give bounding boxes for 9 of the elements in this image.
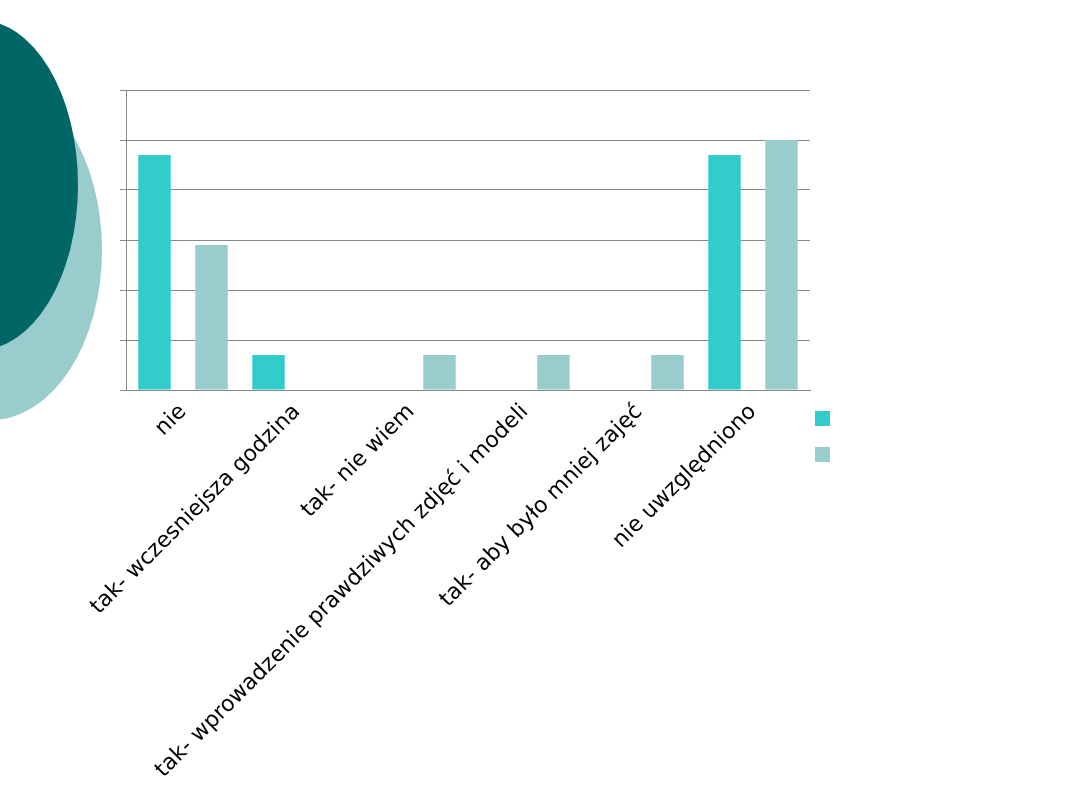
bar bbox=[537, 355, 570, 390]
bar bbox=[423, 355, 456, 390]
bar bbox=[195, 245, 228, 390]
bar bbox=[138, 155, 171, 390]
bar bbox=[708, 155, 741, 390]
bar bbox=[252, 355, 285, 390]
bar bbox=[765, 140, 798, 390]
bar bbox=[651, 355, 684, 390]
x-tick-label: nie bbox=[149, 398, 191, 440]
